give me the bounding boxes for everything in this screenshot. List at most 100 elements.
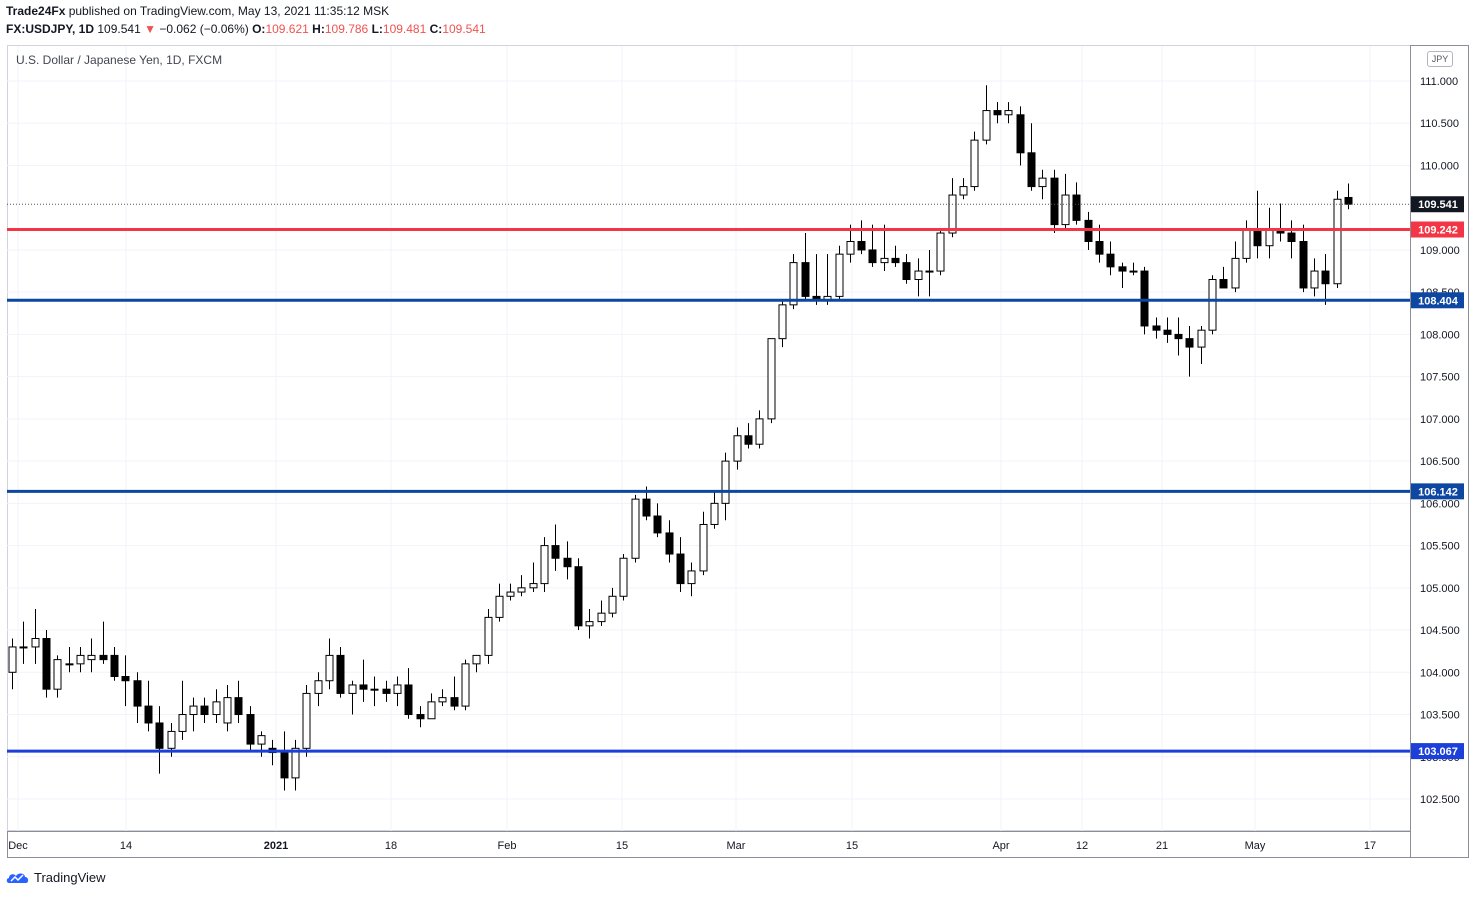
candle-up [789, 262, 798, 306]
price-axis[interactable] [1410, 45, 1469, 858]
candle-up [778, 304, 787, 340]
candle-down [642, 498, 651, 517]
candle-down [234, 697, 243, 716]
candle-up [314, 680, 323, 694]
candle-down [1253, 228, 1262, 247]
candle-up [484, 616, 493, 656]
candle-up [212, 701, 221, 716]
candle-up [597, 612, 606, 623]
candle-down [551, 545, 560, 559]
low-label: L: [371, 22, 383, 36]
candle-up [65, 663, 74, 666]
candle-up [619, 557, 628, 597]
x-tick-label: 15 [846, 840, 858, 852]
candle-down [133, 680, 142, 707]
candle-up [733, 435, 742, 462]
chart-title: U.S. Dollar / Japanese Yen, 1D, FXCM [16, 53, 223, 67]
candle-up [721, 460, 730, 504]
candle-down [1287, 232, 1296, 242]
close-label: C: [429, 22, 443, 36]
tradingview-logo[interactable]: TradingView [6, 870, 106, 885]
candle-down [1174, 333, 1183, 340]
candle-up [506, 591, 515, 597]
candle-down [1299, 240, 1308, 289]
candle-down [1016, 114, 1025, 154]
x-tick-label: 14 [120, 840, 132, 852]
candle-down [653, 515, 662, 534]
chart-pane[interactable] [7, 45, 1411, 831]
candle-down [144, 705, 153, 724]
candle-up [517, 587, 526, 593]
current-price-label: 109.541 [1418, 199, 1458, 211]
candle-up [348, 684, 357, 694]
candle-down [359, 684, 368, 690]
candle-up [1061, 194, 1070, 226]
y-tick-label: 110.000 [1420, 160, 1459, 172]
ohlc-line: FX:USDJPY, 1D 109.541 ▼ −0.062 (−0.06%) … [6, 22, 486, 37]
y-tick-label: 104.000 [1420, 667, 1460, 679]
candle-up [461, 663, 470, 707]
candle-up [1038, 177, 1047, 188]
publisher-name: Trade24Fx [6, 4, 66, 18]
y-tick-label: 103.500 [1420, 710, 1460, 722]
candle-up [325, 654, 334, 682]
currency-badge[interactable]: JPY [1427, 51, 1453, 67]
level-label-box [1411, 292, 1464, 309]
y-tick-label: 105.500 [1420, 541, 1460, 553]
high-label: H: [312, 22, 325, 36]
x-tick-label: Feb [498, 840, 517, 852]
candle-down [993, 110, 1002, 116]
candle-down [1027, 152, 1036, 188]
x-tick-label: 2021 [264, 840, 288, 852]
candle-up [76, 654, 85, 665]
candle-up [302, 692, 311, 749]
level-label-box [1411, 221, 1464, 238]
time-axis[interactable] [7, 831, 1411, 858]
candle-down [891, 257, 900, 264]
y-tick-label: 111.000 [1420, 76, 1458, 88]
candle-down [280, 752, 289, 779]
candle-up [1265, 228, 1274, 247]
candle-down [416, 714, 425, 720]
publish-date: published on TradingView.com, May 13, 20… [65, 4, 390, 18]
candle-up [687, 570, 696, 585]
candle-down [1185, 338, 1194, 348]
current-price-box [1411, 196, 1464, 213]
x-tick-label: May [1245, 840, 1266, 852]
candle-up [982, 110, 991, 141]
last-price: 109.541 [97, 22, 141, 36]
x-tick-label: 15 [616, 840, 628, 852]
candle-down [801, 262, 810, 297]
candle-up [427, 701, 436, 720]
candle-up [529, 583, 538, 589]
candle-up [1129, 270, 1138, 273]
level-label-box [1411, 743, 1464, 760]
x-tick-label: 17 [1364, 840, 1376, 852]
candle-up [495, 595, 504, 618]
candle-up [970, 139, 979, 188]
candle-up [925, 270, 934, 273]
candle-up [936, 232, 945, 272]
candle-up [1208, 279, 1217, 331]
low-value: 109.481 [382, 22, 427, 36]
candle-up [291, 747, 300, 779]
symbol-label: FX:USDJPY, 1D [6, 22, 95, 36]
candle-up [87, 654, 96, 661]
open-label: O: [252, 22, 266, 36]
y-tick-label: 106.500 [1420, 456, 1460, 468]
candle-down [450, 697, 459, 707]
candle-down [1118, 266, 1127, 272]
candle-up [585, 621, 594, 627]
candle-down [902, 262, 911, 281]
candle-down [1140, 270, 1149, 327]
tradingview-brand: TradingView [34, 870, 106, 885]
candle-up [767, 338, 776, 420]
x-tick-label: Mar [727, 840, 746, 852]
candle-up [631, 498, 640, 559]
y-tick-label: 108.000 [1420, 329, 1460, 341]
candle-down [336, 654, 345, 694]
candle-down [1163, 329, 1172, 335]
candle-down [1050, 177, 1059, 226]
x-tick-label: 18 [385, 840, 397, 852]
candle-down [857, 240, 866, 251]
